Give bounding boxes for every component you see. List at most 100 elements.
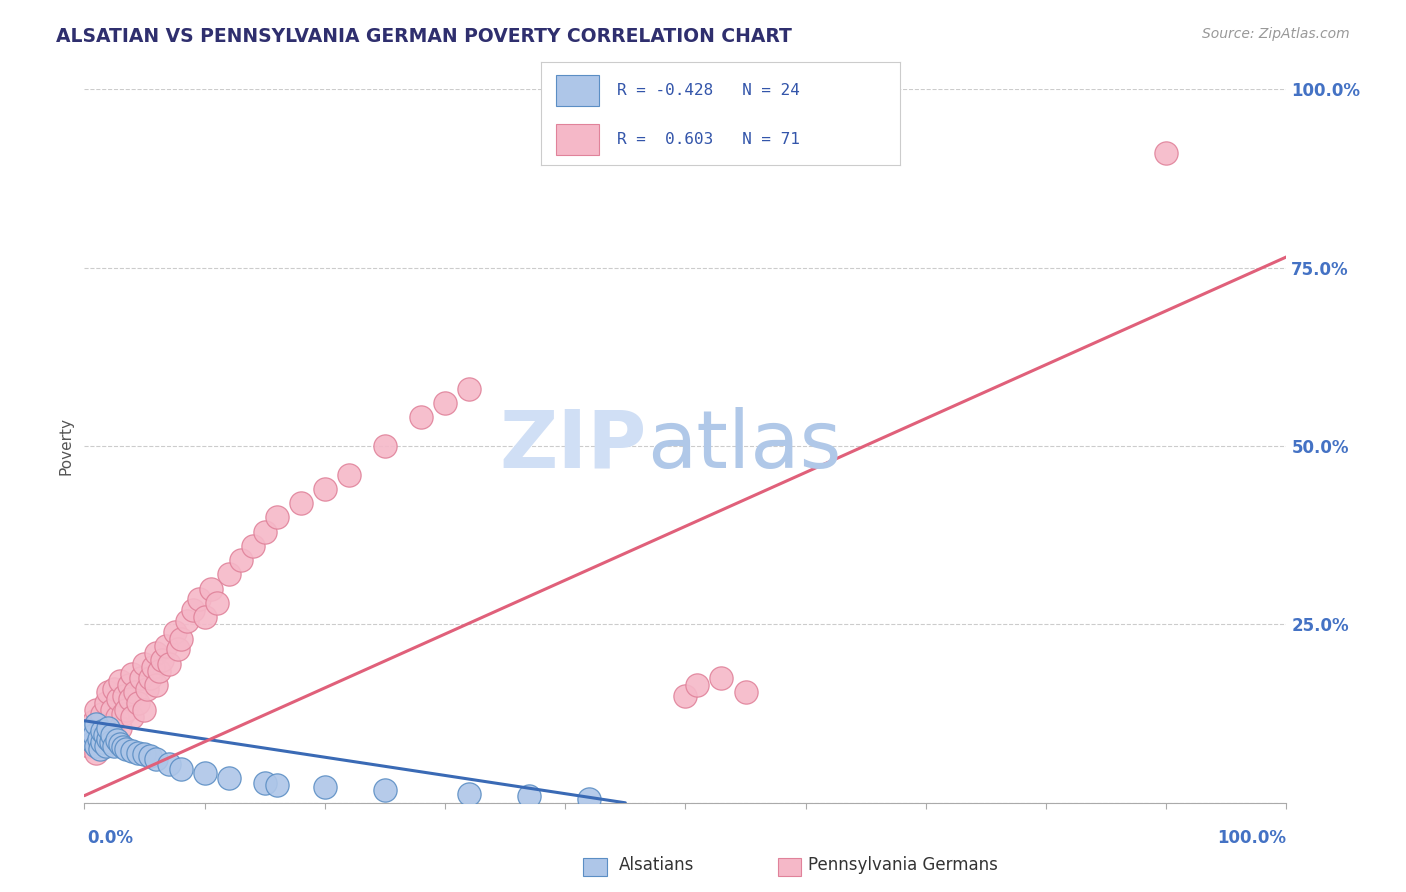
Point — [84, 728, 107, 742]
Text: Source: ZipAtlas.com: Source: ZipAtlas.com — [1202, 27, 1350, 41]
Point — [82, 735, 104, 749]
Point — [129, 671, 152, 685]
Point — [118, 692, 141, 706]
Point — [374, 439, 396, 453]
Point — [121, 744, 143, 758]
Point — [124, 685, 146, 699]
Point — [181, 603, 204, 617]
Point — [167, 642, 190, 657]
Point — [218, 771, 240, 785]
Point — [142, 660, 165, 674]
Point — [458, 787, 481, 801]
Point — [101, 703, 124, 717]
Point — [94, 728, 117, 742]
Point — [87, 731, 110, 746]
Point — [105, 710, 128, 724]
FancyBboxPatch shape — [555, 124, 599, 155]
Point — [734, 685, 756, 699]
Text: Alsatians: Alsatians — [619, 855, 695, 873]
Point — [80, 724, 103, 739]
Point — [112, 689, 135, 703]
Point — [94, 739, 117, 753]
Point — [111, 706, 134, 721]
Point — [94, 696, 117, 710]
Point — [94, 739, 117, 753]
Point — [115, 703, 138, 717]
Point — [86, 703, 108, 717]
Point — [79, 724, 101, 739]
Point — [101, 728, 124, 742]
Point — [105, 733, 128, 747]
Point — [686, 678, 709, 692]
Point — [121, 710, 143, 724]
Text: R =  0.603   N = 71: R = 0.603 N = 71 — [617, 132, 800, 147]
Point — [290, 496, 312, 510]
Text: ALSATIAN VS PENNSYLVANIA GERMAN POVERTY CORRELATION CHART: ALSATIAN VS PENNSYLVANIA GERMAN POVERTY … — [56, 27, 792, 45]
Point — [145, 646, 167, 660]
Point — [86, 717, 108, 731]
Point — [91, 724, 114, 739]
Point — [100, 717, 122, 731]
Point — [145, 678, 167, 692]
Point — [97, 721, 120, 735]
Text: 0.0%: 0.0% — [87, 829, 134, 847]
Point — [103, 728, 125, 742]
Point — [118, 678, 141, 692]
Point — [200, 582, 222, 596]
Point — [135, 681, 157, 696]
Point — [107, 692, 129, 706]
Point — [115, 742, 138, 756]
Point — [458, 382, 481, 396]
Point — [127, 746, 149, 760]
Point — [134, 747, 156, 762]
Text: atlas: atlas — [647, 407, 841, 485]
Point — [97, 728, 120, 742]
Point — [87, 731, 110, 746]
Point — [169, 762, 191, 776]
Point — [77, 739, 100, 753]
Point — [710, 671, 733, 685]
Text: ZIP: ZIP — [499, 407, 647, 485]
Point — [242, 539, 264, 553]
Point — [110, 674, 132, 689]
Point — [91, 706, 114, 721]
Y-axis label: Poverty: Poverty — [58, 417, 73, 475]
Point — [91, 724, 114, 739]
Point — [110, 721, 132, 735]
Point — [82, 735, 104, 749]
Point — [266, 778, 288, 792]
Point — [86, 739, 108, 753]
Point — [176, 614, 198, 628]
Point — [187, 592, 209, 607]
Point — [91, 735, 114, 749]
Point — [434, 396, 457, 410]
Point — [337, 467, 360, 482]
Point — [675, 689, 697, 703]
Point — [229, 553, 252, 567]
Point — [1156, 146, 1178, 161]
Point — [169, 632, 191, 646]
Point — [89, 717, 111, 731]
Point — [111, 740, 134, 755]
Point — [374, 783, 396, 797]
Point — [139, 671, 162, 685]
Point — [157, 657, 180, 671]
Point — [121, 667, 143, 681]
Point — [139, 749, 162, 764]
Text: Pennsylvania Germans: Pennsylvania Germans — [808, 855, 998, 873]
Point — [253, 776, 276, 790]
Point — [103, 739, 125, 753]
Text: 100.0%: 100.0% — [1218, 829, 1286, 847]
FancyBboxPatch shape — [555, 75, 599, 105]
Point — [89, 742, 111, 756]
Point — [134, 657, 156, 671]
Point — [83, 714, 105, 728]
Point — [409, 410, 432, 425]
Point — [90, 735, 112, 749]
Point — [157, 756, 180, 771]
Point — [103, 681, 125, 696]
Point — [127, 696, 149, 710]
Point — [163, 624, 186, 639]
Point — [266, 510, 288, 524]
Point — [517, 789, 540, 803]
